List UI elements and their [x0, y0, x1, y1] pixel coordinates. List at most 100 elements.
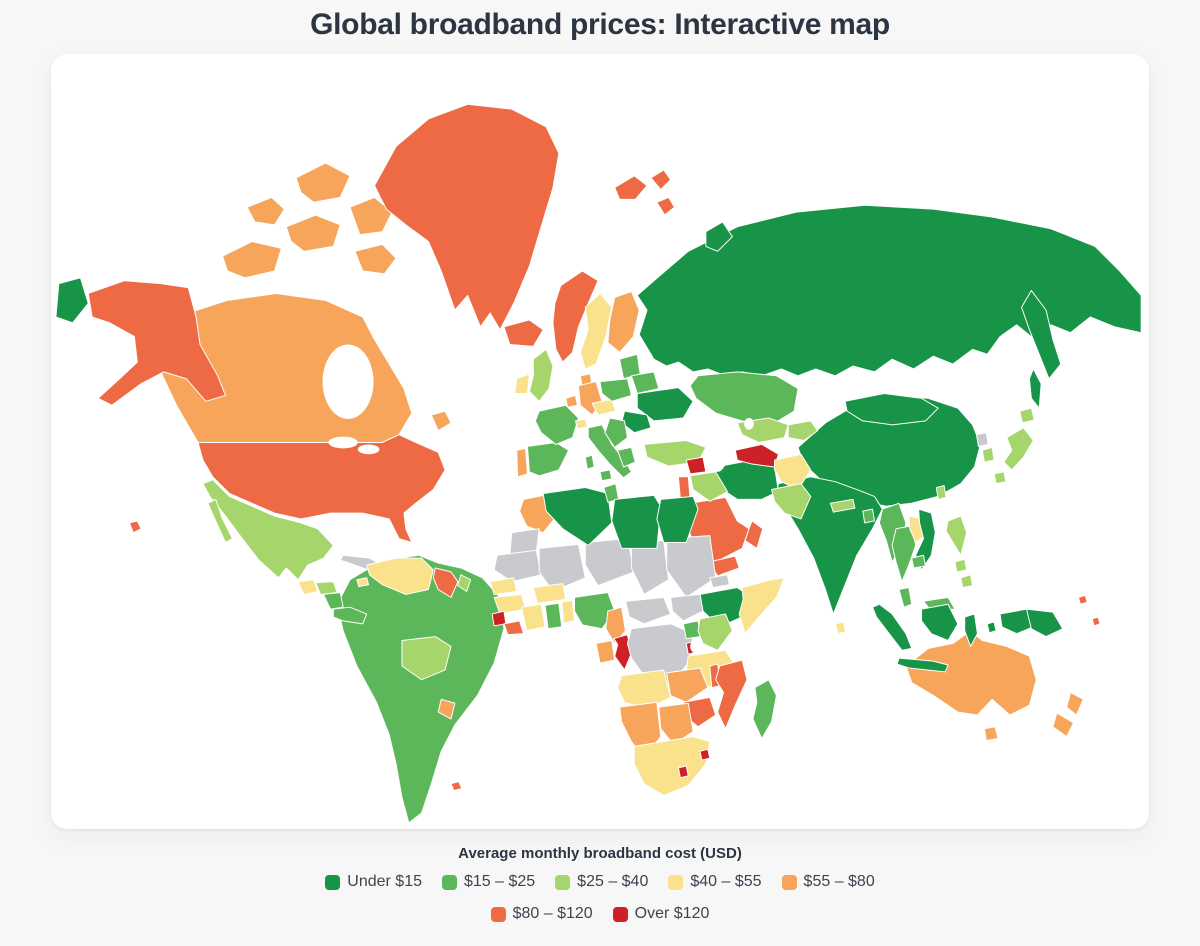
country-papua_new_guinea[interactable] — [1025, 608, 1064, 638]
country-russia[interactable] — [55, 277, 89, 324]
country-canada[interactable] — [430, 410, 452, 432]
country-cambodia[interactable] — [911, 554, 926, 569]
country-algeria[interactable] — [542, 487, 613, 546]
country-mongolia[interactable] — [844, 392, 939, 426]
country-bolivia[interactable] — [401, 636, 452, 681]
country-mozambique[interactable] — [715, 659, 748, 730]
country-iceland[interactable] — [503, 319, 544, 347]
country-bangladesh[interactable] — [862, 508, 875, 524]
country-mexico[interactable] — [207, 498, 233, 543]
country-uk[interactable] — [528, 348, 554, 402]
country-falkland_islands[interactable] — [450, 781, 463, 791]
country-costa_rica_panama[interactable] — [332, 606, 368, 625]
country-venezuela[interactable] — [366, 557, 434, 595]
country-france[interactable] — [534, 404, 579, 445]
country-south_sudan[interactable] — [670, 593, 704, 622]
country-japan[interactable] — [1003, 427, 1034, 471]
country-kyrgyzstan_tajikistan[interactable] — [787, 420, 819, 442]
country-central_african_republic[interactable] — [624, 596, 672, 625]
country-malaysia[interactable] — [898, 587, 913, 608]
country-guyana[interactable] — [432, 567, 459, 598]
country-syria[interactable] — [685, 456, 707, 475]
country-nigeria[interactable] — [574, 591, 616, 630]
country-canada[interactable] — [349, 196, 393, 236]
country-indonesia[interactable] — [986, 621, 997, 634]
country-ghana[interactable] — [544, 602, 563, 630]
country-philippines[interactable] — [945, 515, 968, 556]
country-french_guiana[interactable] — [457, 574, 472, 592]
country-kazakhstan[interactable] — [689, 371, 799, 426]
country-greece[interactable] — [617, 446, 636, 468]
country-guinea[interactable] — [493, 593, 526, 615]
country-benelux[interactable] — [565, 394, 578, 408]
country-sri_lanka[interactable] — [834, 621, 847, 635]
country-eswatini[interactable] — [699, 748, 711, 761]
country-poland[interactable] — [599, 378, 632, 402]
country-south_korea[interactable] — [981, 446, 995, 463]
country-new_zealand[interactable] — [1052, 712, 1075, 738]
country-chad[interactable] — [630, 540, 670, 595]
country-usa[interactable] — [197, 434, 446, 543]
country-australia[interactable] — [905, 630, 1037, 716]
country-belarus[interactable] — [630, 371, 660, 394]
country-kenya[interactable] — [697, 613, 733, 651]
country-italy[interactable] — [584, 454, 595, 470]
country-philippines[interactable] — [954, 558, 968, 573]
country-vietnam[interactable] — [915, 508, 936, 571]
country-japan[interactable] — [993, 471, 1007, 485]
country-greenland[interactable] — [374, 103, 560, 331]
country-sudan[interactable] — [666, 535, 717, 598]
country-japan[interactable] — [1019, 407, 1035, 424]
country-mauritania[interactable] — [493, 549, 542, 583]
country-south_america_core[interactable] — [336, 554, 505, 824]
country-portugal[interactable] — [516, 447, 528, 478]
country-pakistan[interactable] — [771, 483, 812, 520]
country-madagascar[interactable] — [752, 679, 777, 740]
country-mali[interactable] — [538, 543, 586, 592]
country-zambia[interactable] — [666, 667, 709, 703]
country-fiji_new_caledonia[interactable] — [1091, 616, 1101, 627]
country-liberia[interactable] — [503, 620, 525, 636]
country-svalbard[interactable] — [650, 169, 672, 191]
country-canada[interactable] — [285, 214, 341, 252]
country-somalia[interactable] — [738, 577, 785, 635]
country-ivory_coast[interactable] — [521, 603, 546, 632]
country-finland[interactable] — [607, 291, 640, 353]
country-russia[interactable] — [705, 221, 733, 252]
country-taiwan[interactable] — [935, 485, 947, 500]
country-philippines[interactable] — [960, 574, 974, 589]
country-iraq[interactable] — [689, 471, 728, 502]
country-oman[interactable] — [744, 520, 764, 549]
country-svalbard[interactable] — [614, 175, 648, 200]
country-libya[interactable] — [611, 494, 662, 549]
country-italy[interactable] — [599, 469, 613, 482]
country-russia[interactable] — [1021, 290, 1062, 380]
country-new_zealand[interactable] — [1066, 691, 1084, 716]
country-austria_czechia[interactable] — [591, 398, 617, 416]
country-honduras[interactable] — [315, 581, 338, 595]
country-usa[interactable] — [128, 520, 142, 534]
country-indonesia[interactable] — [999, 608, 1034, 635]
country-norway[interactable] — [552, 270, 599, 363]
country-uruguay[interactable] — [437, 698, 456, 720]
country-sweden[interactable] — [579, 292, 613, 370]
country-fiji_new_caledonia[interactable] — [1077, 594, 1088, 605]
country-svalbard[interactable] — [656, 196, 675, 216]
country-egypt[interactable] — [656, 495, 699, 543]
country-balkans[interactable] — [604, 417, 628, 448]
country-indonesia[interactable] — [872, 603, 913, 651]
country-spain[interactable] — [526, 441, 570, 477]
country-ireland[interactable] — [514, 373, 530, 394]
country-russia[interactable] — [1028, 368, 1042, 409]
country-south_africa[interactable] — [633, 736, 711, 796]
country-togo_benin[interactable] — [561, 599, 576, 624]
country-switzerland[interactable] — [575, 418, 588, 430]
country-canada[interactable] — [246, 196, 285, 226]
country-uganda[interactable] — [682, 620, 701, 640]
country-usa[interactable] — [87, 280, 226, 406]
country-indonesia[interactable] — [921, 603, 959, 642]
country-israel_jordan[interactable] — [677, 476, 691, 500]
country-canada[interactable] — [354, 243, 397, 275]
country-eritrea[interactable] — [709, 574, 730, 589]
country-north_korea[interactable] — [975, 432, 989, 447]
